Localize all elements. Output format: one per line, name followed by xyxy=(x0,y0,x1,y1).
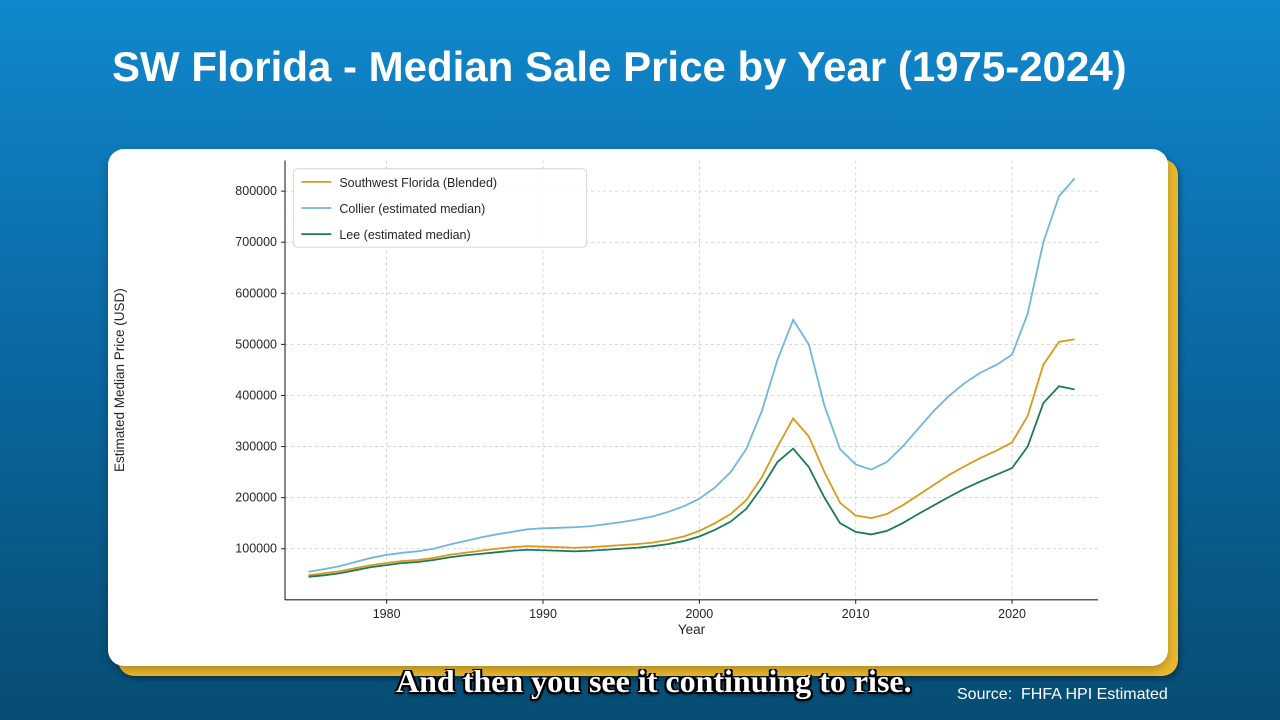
svg-text:Estimated Median Price (USD): Estimated Median Price (USD) xyxy=(112,288,127,472)
svg-text:2000: 2000 xyxy=(685,607,713,621)
svg-text:500000: 500000 xyxy=(235,337,277,351)
svg-text:1990: 1990 xyxy=(529,607,557,621)
svg-text:800000: 800000 xyxy=(235,184,277,198)
svg-text:Lee (estimated median): Lee (estimated median) xyxy=(339,228,470,242)
svg-text:Collier (estimated median): Collier (estimated median) xyxy=(339,202,485,216)
svg-text:600000: 600000 xyxy=(235,286,277,300)
svg-text:1980: 1980 xyxy=(373,607,401,621)
svg-text:400000: 400000 xyxy=(235,388,277,402)
svg-text:Year: Year xyxy=(678,622,706,637)
svg-text:700000: 700000 xyxy=(235,235,277,249)
svg-text:200000: 200000 xyxy=(235,491,277,505)
svg-text:100000: 100000 xyxy=(235,542,277,556)
svg-text:300000: 300000 xyxy=(235,440,277,454)
svg-text:2020: 2020 xyxy=(998,607,1026,621)
svg-text:Southwest Florida (Blended): Southwest Florida (Blended) xyxy=(339,176,497,190)
svg-text:2010: 2010 xyxy=(842,607,870,621)
